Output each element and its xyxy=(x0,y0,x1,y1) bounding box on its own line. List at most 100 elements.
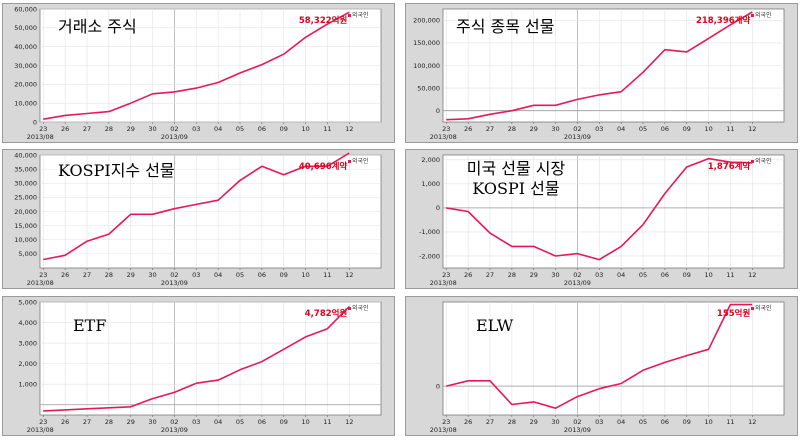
series-line xyxy=(446,11,753,121)
chart-title: 주식 종목 선물 xyxy=(456,17,555,36)
legend-swatch xyxy=(751,14,754,17)
x-tick-label: 27 xyxy=(83,271,91,279)
plot-area xyxy=(39,301,382,416)
x-tick-label: 28 xyxy=(508,418,516,426)
x-tick-label: 10 xyxy=(704,418,712,426)
series-line xyxy=(43,11,350,120)
month-label: 2013/09 xyxy=(161,279,188,287)
legend-entry: 외국인 xyxy=(352,158,369,165)
x-tick-label: 12 xyxy=(345,418,353,426)
x-tick-label: 27 xyxy=(83,125,91,133)
x-tick-label: 04 xyxy=(214,271,222,279)
y-tick-label: 40,000 xyxy=(14,43,37,51)
legend-swatch xyxy=(348,307,351,310)
y-tick-label: 10,000 xyxy=(14,99,37,107)
x-tick-label: 27 xyxy=(486,418,494,426)
x-tick-label: 23 xyxy=(442,125,450,133)
x-tick-label: 03 xyxy=(192,418,200,426)
x-tick-label: 12 xyxy=(748,125,756,133)
y-tick-label: 0 xyxy=(436,107,440,115)
chart-panel-stock-futures: 23 26 27 28 29 30 02 03 04 05 06 09 10 11 12 2013/08 201… xyxy=(405,3,798,143)
end-data-label: 218,396계약 xyxy=(696,15,751,26)
x-tick-label: 26 xyxy=(464,418,472,426)
y-tick-label: 200,000 xyxy=(413,17,440,25)
x-tick-label: 29 xyxy=(127,271,135,279)
month-label: 2013/08 xyxy=(27,426,54,434)
y-tick-label: -1,000 xyxy=(419,228,440,236)
series-line xyxy=(43,152,350,261)
x-tick-label: 09 xyxy=(683,271,691,279)
plot-area xyxy=(442,154,785,269)
chart-title: 미국 선물 시장 xyxy=(467,159,566,178)
month-label: 2013/08 xyxy=(27,133,54,141)
x-tick-label: 23 xyxy=(39,418,47,426)
x-tick-label: 02 xyxy=(573,271,581,279)
y-tick-label: 20,000 xyxy=(14,81,37,89)
x-tick-label: 06 xyxy=(258,271,266,279)
legend-swatch xyxy=(751,307,754,310)
end-data-label: 40,696계약 xyxy=(299,161,348,172)
chart-svg-stock-futures: 23 26 27 28 29 30 02 03 04 05 06 09 10 11 12 2013/08 201… xyxy=(413,8,785,141)
x-tick-label: 05 xyxy=(236,125,244,133)
y-tick-label: 25,000 xyxy=(14,194,37,202)
legend-entry: 외국인 xyxy=(352,305,369,312)
series-line xyxy=(446,303,753,409)
x-tick-label: 26 xyxy=(61,418,69,426)
y-tick-label: 2,000 xyxy=(421,156,440,164)
chart-title: 거래소 주식 xyxy=(58,17,137,36)
x-tick-label: 30 xyxy=(551,418,559,426)
x-tick-label: 11 xyxy=(323,418,331,426)
x-tick-label: 03 xyxy=(192,125,200,133)
x-tick-label: 23 xyxy=(39,271,47,279)
x-tick-label: 10 xyxy=(301,125,309,133)
chart-svg-us-futures-market: 23 26 27 28 29 30 02 03 04 05 06 09 10 11 12 2013/08 201… xyxy=(419,154,785,287)
x-tick-label: 03 xyxy=(595,125,603,133)
x-tick-label: 09 xyxy=(683,418,691,426)
x-tick-label: 10 xyxy=(704,125,712,133)
x-tick-label: 09 xyxy=(280,125,288,133)
month-label: 2013/09 xyxy=(564,426,591,434)
y-tick-label: 30,000 xyxy=(14,62,37,70)
y-tick-label: 4,000 xyxy=(18,319,37,327)
chart-title: ETF xyxy=(73,316,106,335)
plot-area xyxy=(442,301,785,416)
x-tick-label: 29 xyxy=(127,125,135,133)
x-tick-label: 12 xyxy=(345,271,353,279)
y-tick-label: 100,000 xyxy=(413,62,440,70)
y-tick-label: 0 xyxy=(436,204,440,212)
x-tick-label: 27 xyxy=(486,271,494,279)
end-data-label: 4,782억원 xyxy=(305,308,348,319)
x-tick-label: 29 xyxy=(530,125,538,133)
x-tick-label: 11 xyxy=(726,125,734,133)
y-tick-label: 1,000 xyxy=(421,180,440,188)
chart-subtitle: KOSPI 선물 xyxy=(472,179,559,198)
x-tick-label: 09 xyxy=(683,125,691,133)
x-tick-label: 11 xyxy=(323,271,331,279)
x-tick-label: 10 xyxy=(301,271,309,279)
x-tick-label: 02 xyxy=(573,125,581,133)
x-tick-label: 28 xyxy=(105,271,113,279)
y-tick-label: 2,000 xyxy=(18,360,37,368)
x-tick-label: 02 xyxy=(170,418,178,426)
legend-entry: 외국인 xyxy=(352,12,369,19)
chart-panel-etf: 23 26 27 28 29 30 02 03 04 05 06 09 10 11 12 2013/08 201… xyxy=(2,296,395,436)
y-tick-label: 20,000 xyxy=(14,208,37,216)
x-tick-label: 28 xyxy=(105,125,113,133)
x-tick-label: 11 xyxy=(726,418,734,426)
month-label: 2013/09 xyxy=(161,426,188,434)
legend-entry: 외국인 xyxy=(755,12,772,19)
y-tick-label: 35,000 xyxy=(14,165,37,173)
x-tick-label: 26 xyxy=(61,271,69,279)
legend-swatch xyxy=(751,160,754,163)
legend-swatch xyxy=(348,14,351,17)
x-tick-label: 10 xyxy=(301,418,309,426)
x-tick-label: 27 xyxy=(486,125,494,133)
x-tick-label: 02 xyxy=(170,125,178,133)
chart-panel-us-futures-market: 23 26 27 28 29 30 02 03 04 05 06 09 10 11 12 2013/08 201… xyxy=(405,149,798,289)
y-tick-label: 1,000 xyxy=(18,380,37,388)
month-label: 2013/08 xyxy=(430,133,457,141)
x-tick-label: 30 xyxy=(551,125,559,133)
month-label: 2013/08 xyxy=(430,279,457,287)
x-tick-label: 26 xyxy=(464,271,472,279)
x-tick-label: 12 xyxy=(748,418,756,426)
